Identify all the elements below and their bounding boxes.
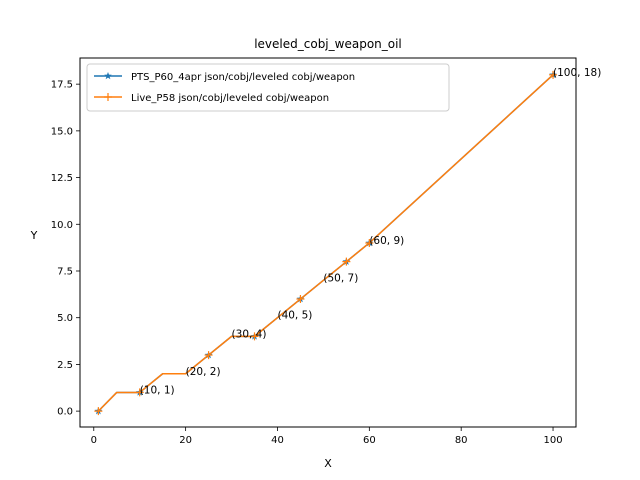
series-line-2 [97, 74, 554, 412]
series-point-2 [135, 388, 144, 397]
series-point-2 [204, 351, 213, 360]
y-tick-label: 2.5 [57, 360, 73, 371]
y-tick-label: 10.0 [51, 220, 73, 231]
point-annotation: (60, 9) [369, 235, 404, 247]
y-tick-label: 15.0 [51, 126, 73, 137]
x-tick-label: 60 [363, 435, 376, 446]
y-tick-label: 7.5 [57, 266, 73, 277]
point-annotation: (10, 1) [140, 384, 175, 396]
x-tick-label: 100 [543, 435, 562, 446]
y-axis-label: Y [30, 229, 38, 242]
y-tick-label: 5.0 [57, 313, 73, 324]
y-tick-label: 17.5 [51, 80, 73, 91]
legend-label-2: Live_P58 json/cobj/leveled cobj/weapon [131, 93, 329, 104]
chart-title: leveled_cobj_weapon_oil [254, 37, 402, 51]
series-point-2 [342, 257, 351, 266]
series-point-2 [549, 70, 558, 79]
legend-marker-2 [104, 93, 112, 101]
x-tick-label: 0 [91, 435, 97, 446]
y-tick-label: 0.0 [57, 407, 73, 418]
y-axis: 0.0 2.5 5.0 7.5 10.0 12.5 15.0 17.5 [51, 80, 80, 418]
series-point-2 [296, 295, 305, 304]
legend: PTS_P60_4apr json/cobj/leveled cobj/weap… [86, 63, 450, 112]
x-tick-label: 40 [271, 435, 284, 446]
axes-frame [79, 57, 577, 428]
x-tick-label: 80 [455, 435, 468, 446]
series-point-2 [365, 238, 374, 247]
point-annotation: (30, 4) [232, 328, 267, 340]
legend-label-1: PTS_P60_4apr json/cobj/leveled cobj/weap… [131, 72, 355, 83]
x-axis: 0 20 40 60 80 100 [91, 427, 563, 446]
point-annotation: (100, 18) [553, 67, 601, 79]
x-tick-label: 20 [179, 435, 192, 446]
plot-area [94, 70, 558, 416]
series-line-1 [97, 74, 554, 412]
series-point-2 [94, 407, 103, 416]
point-annotation: (50, 7) [323, 272, 358, 284]
legend-box [86, 63, 450, 112]
point-annotation: (40, 5) [277, 310, 312, 322]
point-annotation: (20, 2) [186, 366, 221, 378]
legend-marker-1 [104, 72, 112, 80]
x-axis-label: X [324, 457, 332, 470]
annotations: (10, 1) (20, 2) (30, 4) (40, 5) (50, 7) (60, … [140, 67, 602, 397]
y-tick-label: 12.5 [51, 173, 73, 184]
series-point-2 [250, 332, 259, 341]
